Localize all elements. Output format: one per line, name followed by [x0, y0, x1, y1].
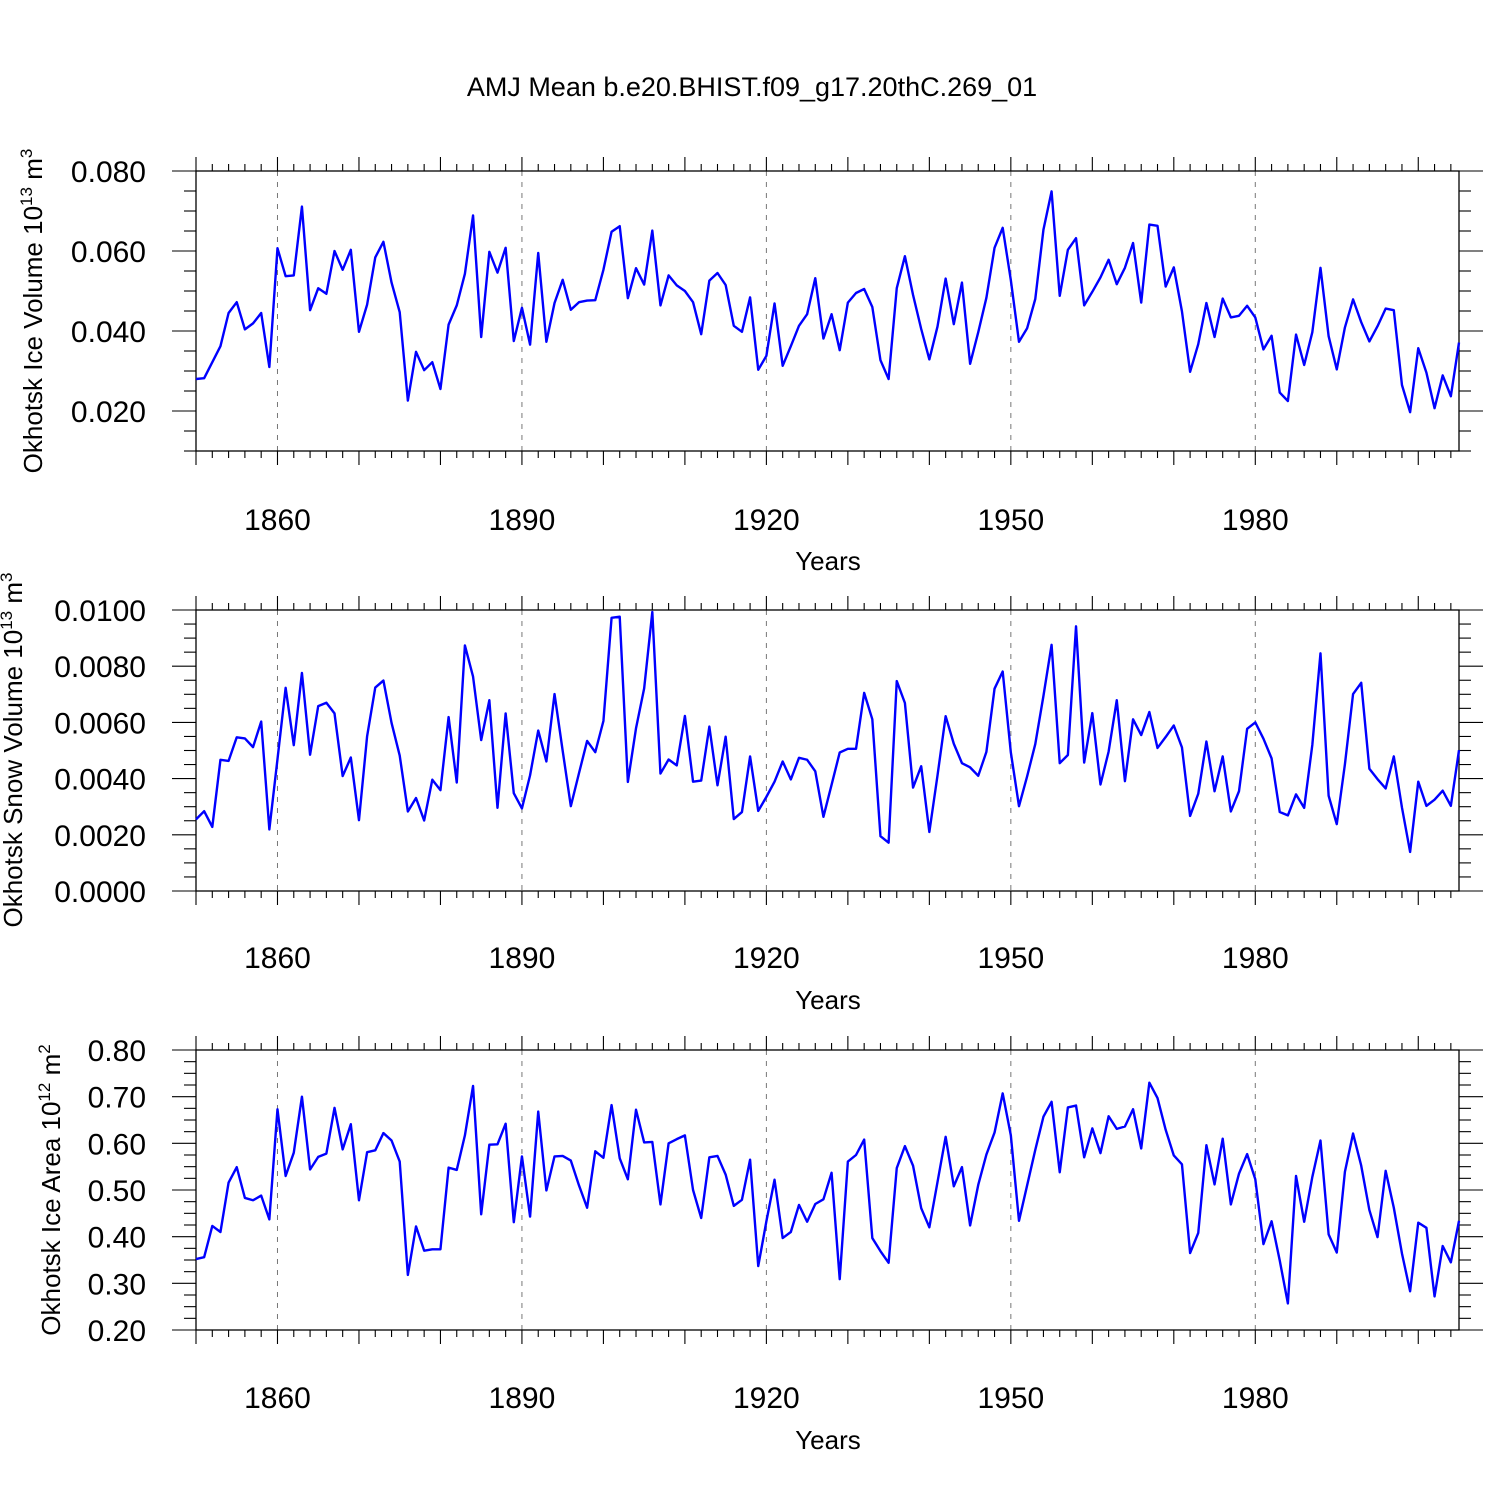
y-tick-label: 0.60 — [88, 1128, 146, 1161]
ice-area-panel: Okhotsk Ice Area 1012 m2 Years 1860 1890 1… — [35, 1035, 1483, 1455]
y-tick-label: 0.50 — [88, 1175, 146, 1208]
x-tick-label: 1980 — [1222, 504, 1289, 537]
y-tick-label: 0.060 — [71, 236, 146, 269]
y-tick-label: 0.020 — [71, 396, 146, 429]
y-tick-label: 0.20 — [88, 1315, 146, 1348]
snow-volume-xlabel: Years — [795, 985, 861, 1015]
snow-volume-ylabel: Okhotsk Snow Volume 1013 m3 — [0, 573, 28, 928]
y-tick-label: 0.0060 — [54, 707, 146, 740]
y-tick-label: 0.0080 — [54, 651, 146, 684]
x-tick-label: 1860 — [244, 504, 311, 537]
y-tick-label: 0.30 — [88, 1268, 146, 1301]
ice-volume-plot-frame — [195, 170, 1460, 452]
x-tick-label: 1980 — [1222, 1382, 1289, 1415]
y-tick-label: 0.80 — [88, 1035, 146, 1068]
ice-volume-ylabel: Okhotsk Ice Volume 1013 m3 — [17, 149, 48, 474]
x-tick-label: 1920 — [733, 1382, 800, 1415]
x-tick-label: 1890 — [489, 942, 556, 975]
y-tick-label: 0.080 — [71, 156, 146, 189]
y-tick-label: 0.0100 — [54, 595, 146, 628]
snow-volume-panel: Okhotsk Snow Volume 1013 m3 Years 1860 18… — [0, 573, 1483, 1015]
x-tick-label: 1920 — [733, 942, 800, 975]
x-tick-label: 1890 — [489, 1382, 556, 1415]
x-tick-label: 1920 — [733, 504, 800, 537]
x-tick-label: 1950 — [977, 504, 1044, 537]
ice-area-ylabel: Okhotsk Ice Area 1012 m2 — [35, 1044, 66, 1335]
y-tick-label: 0.0020 — [54, 820, 146, 853]
x-tick-label: 1980 — [1222, 942, 1289, 975]
ice-volume-series-line — [195, 190, 1461, 414]
y-tick-label: 0.0000 — [54, 876, 146, 909]
y-tick-label: 0.040 — [71, 316, 146, 349]
ice-area-xlabel: Years — [795, 1425, 861, 1455]
x-tick-label: 1950 — [977, 942, 1044, 975]
y-tick-label: 0.40 — [88, 1222, 146, 1255]
x-tick-label: 1950 — [977, 1382, 1044, 1415]
ice-volume-panel: Okhotsk Ice Volume 1013 m3 Years 1860 189… — [17, 149, 1483, 576]
chart-title: AMJ Mean b.e20.BHIST.f09_g17.20thC.269_0… — [467, 72, 1037, 102]
ice-volume-xlabel: Years — [795, 546, 861, 576]
ice-area-series-line — [195, 1081, 1461, 1305]
y-tick-label: 0.0040 — [54, 764, 146, 797]
x-tick-label: 1860 — [244, 942, 311, 975]
x-tick-label: 1860 — [244, 1382, 311, 1415]
x-tick-label: 1890 — [489, 504, 556, 537]
snow-volume-series-line — [195, 610, 1461, 854]
y-tick-label: 0.70 — [88, 1082, 146, 1115]
